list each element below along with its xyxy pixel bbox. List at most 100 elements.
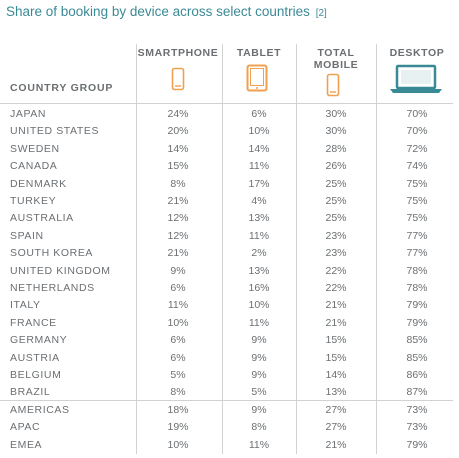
- value-cell: 21%: [167, 195, 189, 207]
- value-cell: 70%: [406, 125, 428, 138]
- value-cell: 10%: [248, 125, 270, 138]
- value-cell: 18%: [167, 404, 189, 416]
- value-cell: 22%: [325, 264, 347, 277]
- value-cell: 12%: [167, 229, 189, 242]
- column-divider: [296, 44, 297, 454]
- value-cell: 23%: [325, 247, 347, 260]
- value-cell: 23%: [325, 229, 347, 242]
- value-cell: 85%: [406, 334, 428, 347]
- country-group-name: AMERICAS: [10, 404, 70, 416]
- value-cell: 77%: [406, 229, 428, 242]
- col-header-desktop: DESKTOP: [389, 47, 445, 59]
- value-cell: 27%: [325, 421, 347, 434]
- value-cell: 9%: [170, 264, 186, 277]
- column-divider: [136, 44, 137, 454]
- value-cell: 17%: [248, 177, 270, 190]
- value-cell: 13%: [248, 212, 270, 225]
- value-cell: 70%: [406, 108, 428, 120]
- value-cell: 14%: [167, 142, 189, 155]
- value-cell: 9%: [251, 351, 267, 364]
- value-cell: 15%: [167, 160, 189, 173]
- country-group-name: APAC: [10, 421, 41, 434]
- value-cell: 20%: [167, 125, 189, 138]
- table-row: NETHERLANDS 6% 16% 22% 78%: [0, 282, 459, 299]
- value-cell: 75%: [406, 195, 428, 207]
- table-row: SOUTH KOREA 21% 2% 23% 77%: [0, 247, 459, 264]
- col-header-tablet: TABLET: [236, 47, 282, 59]
- value-cell: 21%: [325, 316, 347, 329]
- value-cell: 30%: [325, 108, 347, 120]
- value-cell: 5%: [170, 369, 186, 381]
- value-cell: 12%: [167, 212, 189, 225]
- country-group-name: FRANCE: [10, 316, 57, 329]
- table-row: UNITED KINGDOM 9% 13% 22% 78%: [0, 265, 459, 282]
- country-group-name: JAPAN: [10, 108, 47, 120]
- value-cell: 9%: [251, 369, 267, 381]
- country-group-name: AUSTRALIA: [10, 212, 74, 225]
- value-cell: 11%: [248, 316, 270, 329]
- value-cell: 15%: [325, 334, 347, 347]
- value-cell: 25%: [325, 177, 347, 190]
- country-group-name: AUSTRIA: [10, 351, 60, 364]
- value-cell: 6%: [170, 334, 186, 347]
- value-cell: 8%: [251, 421, 267, 434]
- country-group-name: DENMARK: [10, 177, 67, 190]
- value-cell: 72%: [406, 142, 428, 155]
- value-cell: 8%: [170, 386, 186, 399]
- value-cell: 9%: [251, 334, 267, 347]
- country-group-name: BELGIUM: [10, 369, 62, 381]
- value-cell: 27%: [325, 404, 347, 416]
- value-cell: 10%: [248, 299, 270, 312]
- country-group-name: BRAZIL: [10, 386, 51, 399]
- value-cell: 73%: [406, 404, 428, 416]
- title-reference: [2]: [315, 8, 327, 19]
- value-cell: 11%: [167, 299, 189, 312]
- value-cell: 79%: [406, 438, 428, 451]
- table-row: SWEDEN 14% 14% 28% 72%: [0, 143, 459, 160]
- col-header-smartphone: SMARTPHONE: [137, 47, 219, 59]
- table-row: FRANCE 10% 11% 21% 79%: [0, 317, 459, 334]
- value-cell: 21%: [325, 299, 347, 312]
- col-header-total-mobile: TOTAL MOBILE: [313, 47, 359, 71]
- value-cell: 25%: [325, 212, 347, 225]
- value-cell: 28%: [325, 142, 347, 155]
- value-cell: 75%: [406, 177, 428, 190]
- table-row: DENMARK 8% 17% 25% 75%: [0, 178, 459, 195]
- value-cell: 6%: [170, 282, 186, 294]
- value-cell: 8%: [170, 177, 186, 190]
- country-group-name: CANADA: [10, 160, 58, 173]
- table-row: AUSTRALIA 12% 13% 25% 75%: [0, 212, 459, 229]
- value-cell: 21%: [325, 438, 347, 451]
- country-group-name: TURKEY: [10, 195, 57, 207]
- value-cell: 13%: [325, 386, 347, 399]
- value-cell: 78%: [406, 264, 428, 277]
- value-cell: 19%: [167, 421, 189, 434]
- value-cell: 22%: [325, 282, 347, 294]
- value-cell: 2%: [251, 247, 267, 260]
- column-divider: [376, 44, 377, 454]
- table-row: BELGIUM 5% 9% 14% 86%: [0, 369, 459, 386]
- value-cell: 10%: [167, 438, 189, 451]
- header-rule: [0, 103, 453, 104]
- value-cell: 73%: [406, 421, 428, 434]
- value-cell: 6%: [251, 108, 267, 120]
- country-group-name: NETHERLANDS: [10, 282, 95, 294]
- country-group-name: SOUTH KOREA: [10, 247, 94, 260]
- country-group-name: UNITED KINGDOM: [10, 264, 111, 277]
- value-cell: 77%: [406, 247, 428, 260]
- table-row: BRAZIL 8% 5% 13% 87%: [0, 386, 459, 403]
- value-cell: 10%: [167, 316, 189, 329]
- table-row: EMEA 10% 11% 21% 79%: [0, 439, 459, 456]
- mobile-icon: [326, 73, 340, 97]
- chart-title: Share of booking by device across select…: [6, 4, 327, 19]
- value-cell: 85%: [406, 351, 428, 364]
- value-cell: 24%: [167, 108, 189, 120]
- table-row: UNITED STATES 20% 10% 30% 70%: [0, 125, 459, 142]
- value-cell: 87%: [406, 386, 428, 399]
- table-row: APAC 19% 8% 27% 73%: [0, 421, 459, 438]
- col-header-country-group: COUNTRY GROUP: [10, 82, 114, 94]
- table-row: SPAIN 12% 11% 23% 77%: [0, 230, 459, 247]
- title-text: Share of booking by device across select…: [6, 4, 310, 19]
- value-cell: 25%: [325, 195, 347, 207]
